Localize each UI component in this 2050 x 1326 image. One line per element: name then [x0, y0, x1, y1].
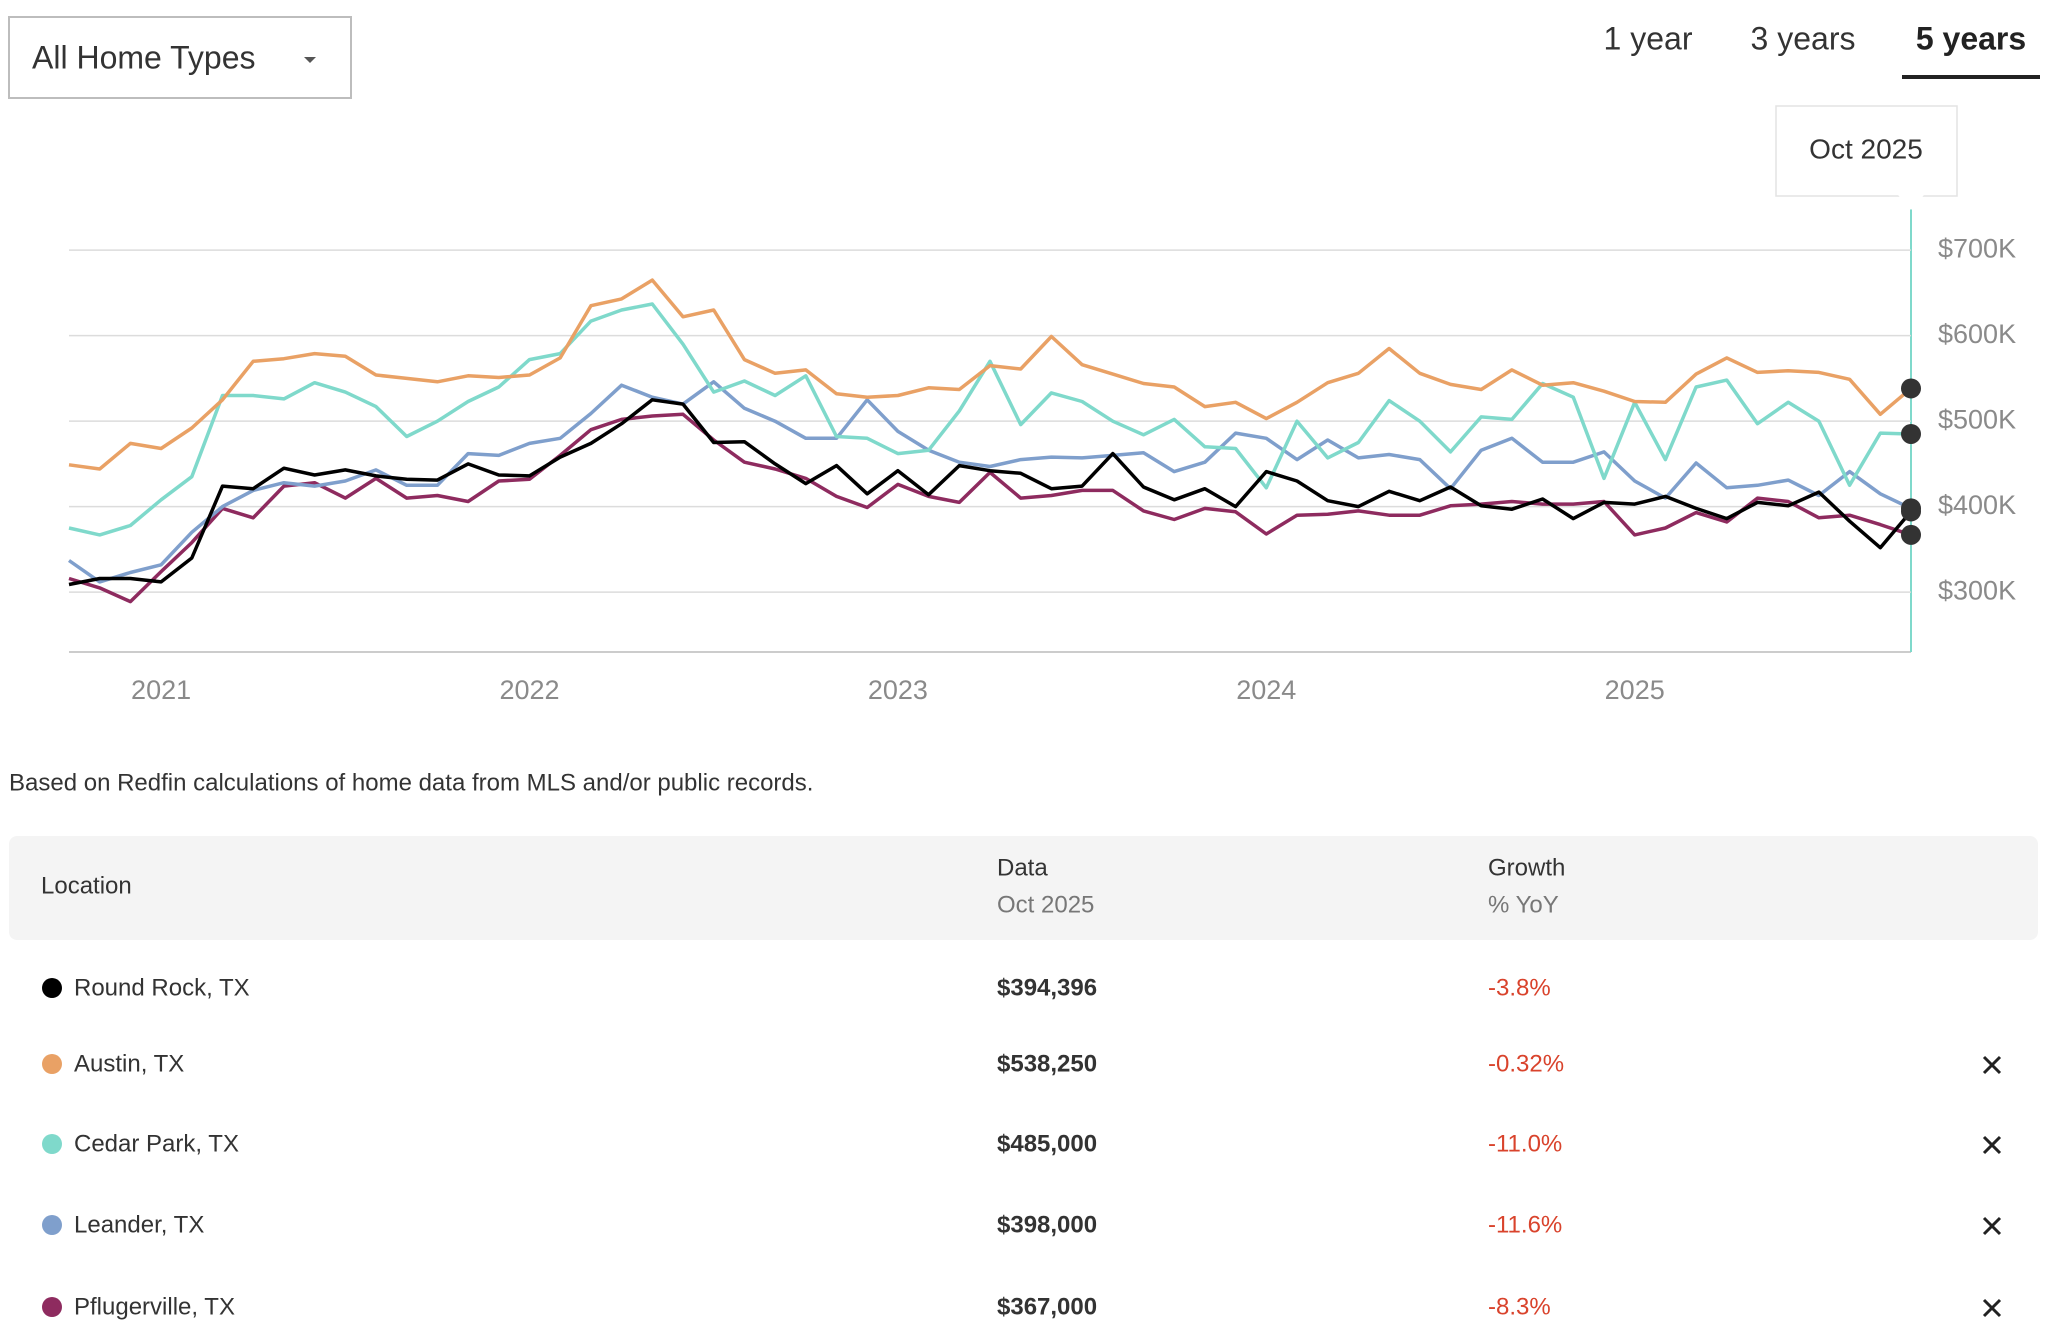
- growth-value: -8.3%: [1488, 1293, 1551, 1320]
- table-row: Cedar Park, TX $485,000 -11.0%: [42, 1130, 2002, 1157]
- location-name: Austin, TX: [74, 1050, 184, 1077]
- end-marker: [1901, 498, 1921, 519]
- tooltip-pointer: [1898, 195, 1924, 210]
- data-value: $538,250: [997, 1050, 1097, 1077]
- data-value: $367,000: [997, 1293, 1097, 1320]
- data-value: $398,000: [997, 1211, 1097, 1238]
- end-marker: [1901, 423, 1921, 444]
- x-tick-label: 2025: [1605, 675, 1665, 705]
- location-name: Round Rock, TX: [74, 974, 250, 1001]
- series-line: [68, 302, 1912, 537]
- home-type-dropdown[interactable]: [8, 16, 352, 99]
- x-tick-label: 2024: [1236, 675, 1296, 705]
- remove-button[interactable]: [1982, 1135, 2002, 1155]
- x-tick-label: 2023: [868, 675, 928, 705]
- table-header-bg: [9, 836, 2038, 940]
- growth-value: -0.32%: [1488, 1050, 1564, 1077]
- footnote: Based on Redfin calculations of home dat…: [9, 769, 813, 796]
- end-marker: [1901, 378, 1921, 399]
- table-row: Leander, TX $398,000 -11.6%: [42, 1211, 2002, 1238]
- growth-value: -3.8%: [1488, 974, 1551, 1001]
- location-dot: [42, 1134, 62, 1154]
- col-data-sub: Oct 2025: [997, 891, 1094, 918]
- location-dot: [42, 1297, 62, 1317]
- end-marker: [1901, 524, 1921, 545]
- y-tick-label: $600K: [1938, 319, 2016, 349]
- location-name: Cedar Park, TX: [74, 1130, 239, 1157]
- remove-button[interactable]: [1982, 1216, 2002, 1236]
- time-range-tab[interactable]: 3 years: [1751, 20, 1856, 56]
- table-row: Pflugerville, TX $367,000 -8.3%: [42, 1293, 2002, 1320]
- dropdown-caret[interactable]: [304, 57, 316, 63]
- x-tick-label: 2022: [499, 675, 559, 705]
- location-dot: [42, 978, 62, 998]
- y-tick-label: $500K: [1938, 404, 2016, 434]
- remove-button[interactable]: [1982, 1298, 2002, 1318]
- location-name: Pflugerville, TX: [74, 1293, 235, 1320]
- selected-underline: [1902, 75, 2040, 79]
- growth-value: -11.0%: [1488, 1130, 1562, 1157]
- col-data: Data: [997, 854, 1048, 881]
- table-row: Austin, TX $538,250 -0.32%: [42, 1050, 2002, 1077]
- tooltip: Oct 2025: [1775, 105, 1958, 210]
- data-value: $485,000: [997, 1130, 1097, 1157]
- series-line: [68, 278, 1913, 471]
- y-tick-label: $700K: [1938, 233, 2016, 263]
- tooltip-label: Oct 2025: [1809, 133, 1923, 164]
- col-location: Location: [41, 872, 132, 899]
- remove-button[interactable]: [1982, 1055, 2002, 1075]
- data-value: $394,396: [997, 974, 1097, 1001]
- location-dot: [42, 1054, 62, 1074]
- time-range-tab[interactable]: 1 year: [1604, 20, 1693, 56]
- x-tick-label: 2021: [131, 675, 191, 705]
- y-tick-label: $300K: [1938, 575, 2016, 605]
- tooltip-box: [1775, 105, 1958, 197]
- col-growth-sub: % YoY: [1488, 891, 1559, 918]
- col-growth: Growth: [1488, 854, 1565, 881]
- growth-value: -11.6%: [1488, 1211, 1562, 1238]
- dropdown-label[interactable]: All Home Types: [32, 39, 256, 75]
- series-line: [67, 380, 1912, 584]
- y-tick-label: $400K: [1938, 490, 2016, 520]
- table-row: Round Rock, TX $394,396 -3.8%: [42, 974, 1551, 1001]
- location-dot: [42, 1215, 62, 1235]
- series-line: [68, 412, 1912, 604]
- series-line: [68, 398, 1913, 587]
- time-range-tab[interactable]: 5 years: [1916, 20, 2026, 56]
- location-name: Leander, TX: [74, 1211, 204, 1238]
